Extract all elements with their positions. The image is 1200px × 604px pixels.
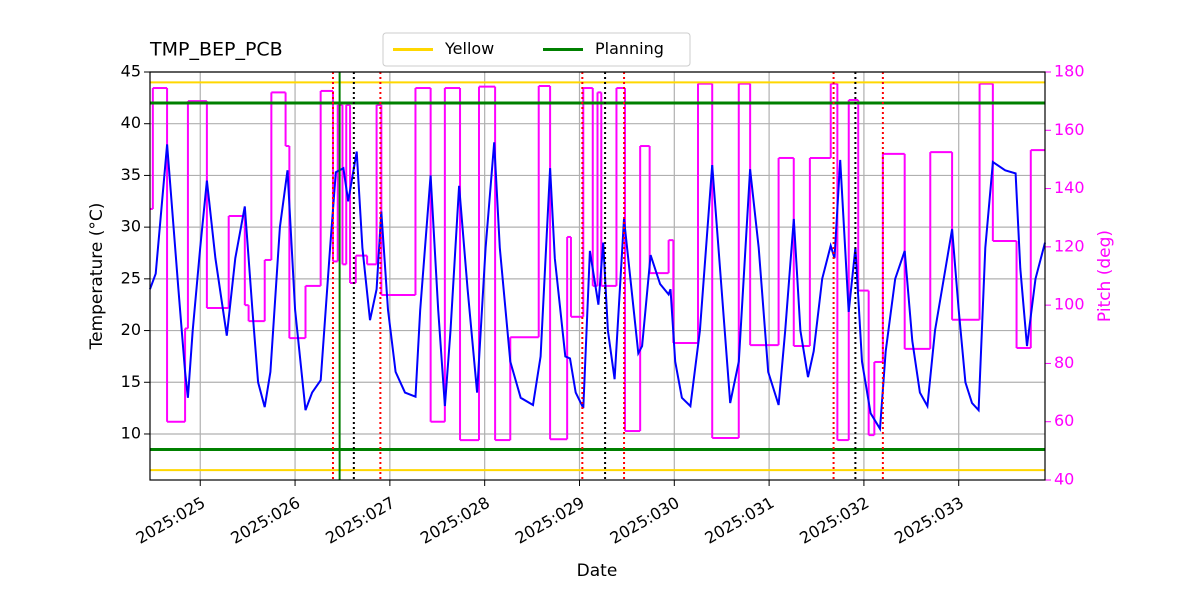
- chart-title: TMP_BEP_PCB: [149, 39, 283, 61]
- y-tick-label: 45: [121, 62, 141, 81]
- y-axis-label: Temperature (°C): [87, 203, 107, 351]
- y-tick-label: 20: [121, 320, 141, 339]
- temperature-line: [149, 142, 1046, 432]
- y2-tick-label: 120: [1054, 236, 1085, 255]
- y-tick-label: 25: [121, 268, 141, 287]
- y2-tick-label: 40: [1054, 470, 1074, 489]
- y2-tick-label: 160: [1054, 120, 1085, 139]
- legend-box: [382, 32, 691, 67]
- y2-tick-label: 140: [1054, 178, 1085, 197]
- x-axis-label: Date: [577, 561, 618, 581]
- y2-axis-label: Pitch (deg): [1095, 230, 1115, 322]
- y-tick-label: 35: [121, 165, 141, 184]
- y-tick-label: 30: [121, 217, 141, 236]
- y2-tick-label: 80: [1054, 353, 1074, 372]
- y-tick-label: 40: [121, 113, 141, 132]
- y2-tick-label: 180: [1054, 62, 1085, 81]
- legend-label: Planning: [595, 39, 664, 58]
- y-tick-label: 10: [121, 423, 141, 442]
- y2-tick-label: 60: [1054, 411, 1074, 430]
- legend-label: Yellow: [444, 39, 494, 58]
- y2-tick-label: 100: [1054, 295, 1085, 314]
- plot-frame: [149, 71, 1046, 481]
- y-tick-label: 15: [121, 372, 141, 391]
